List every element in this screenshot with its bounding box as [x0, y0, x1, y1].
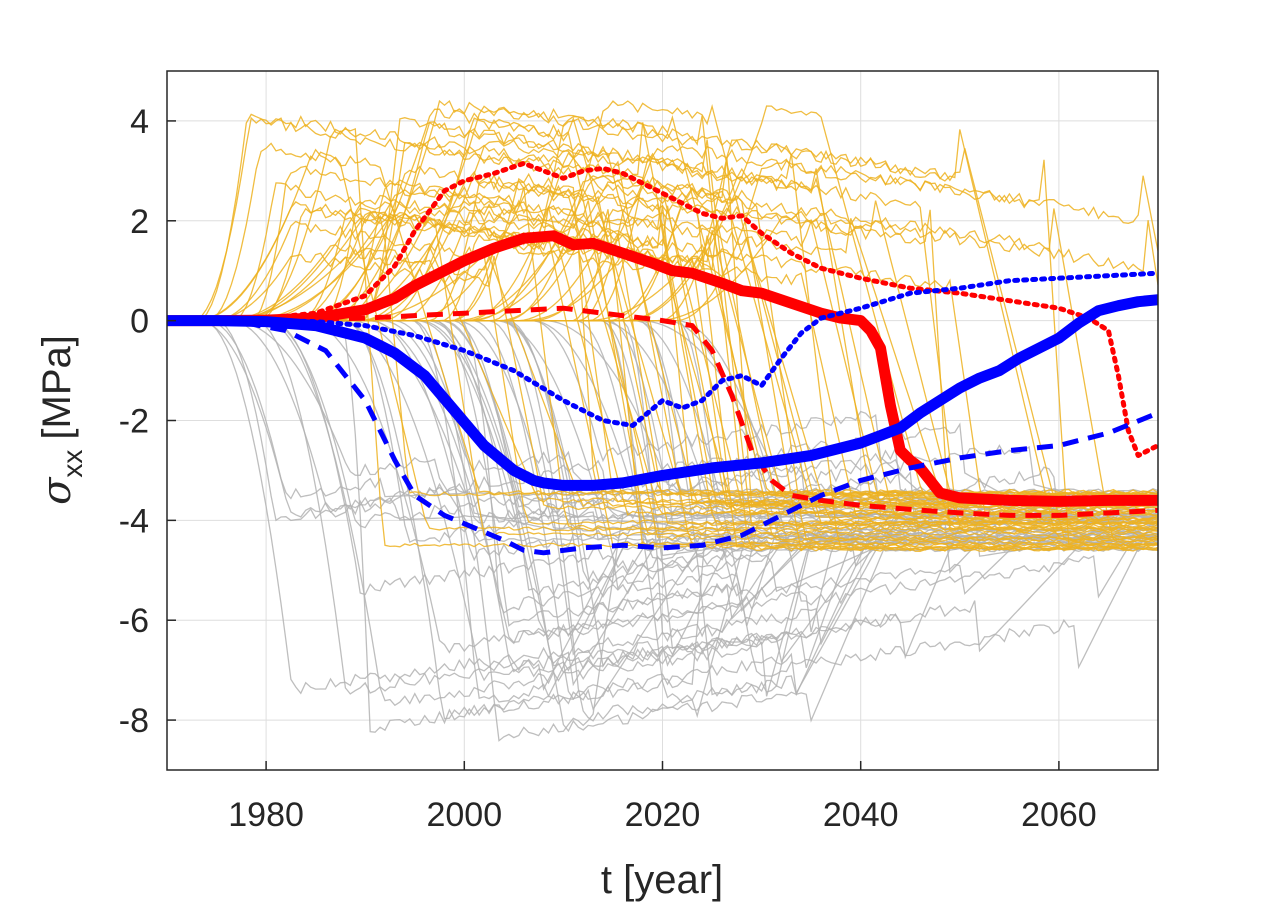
ensemble-line — [167, 165, 1158, 531]
y-axis-label-symbol: σ — [34, 476, 80, 505]
y-axis-label: σxx [MPa] — [34, 335, 88, 505]
ensemble-line — [167, 201, 1158, 517]
ticks: 1980 2000 2020 2040 2060 4 2 0 -2 -4 -6 -8 — [119, 103, 1097, 834]
ensemble-line — [167, 116, 1158, 549]
y-axis-label-unit: [MPa] — [35, 335, 79, 439]
y-tick-label: -6 — [119, 602, 149, 640]
ensemble-line — [167, 207, 1158, 537]
ensemble-line — [167, 151, 1158, 496]
series-line-red-solid — [167, 230, 1158, 507]
svg-text:σxx[MPa]: σxx [MPa] — [34, 335, 88, 505]
y-tick-label: -8 — [119, 702, 149, 740]
y-tick-label: -4 — [119, 502, 149, 540]
y-tick-label: 2 — [130, 203, 149, 241]
x-tick-label: 2040 — [823, 796, 899, 834]
series-lines — [167, 160, 1158, 556]
series-line-blue-solid — [167, 294, 1158, 491]
series-line-blue-dashed — [167, 318, 1158, 556]
y-tick-label: 4 — [130, 103, 149, 141]
series-line-blue-dotted — [167, 270, 1158, 428]
ensemble-line — [167, 252, 1158, 511]
y-axis-label-subscript: xx — [57, 450, 88, 478]
y-tick-label: -2 — [119, 403, 149, 441]
x-tick-label: 2020 — [625, 796, 701, 834]
x-tick-label: 2060 — [1021, 796, 1097, 834]
x-tick-label: 1980 — [228, 796, 304, 834]
series-line-red-dotted — [167, 160, 1158, 458]
x-tick-label: 2000 — [426, 796, 502, 834]
x-axis-label: t [year] — [601, 858, 723, 902]
y-tick-label: 0 — [130, 303, 149, 341]
